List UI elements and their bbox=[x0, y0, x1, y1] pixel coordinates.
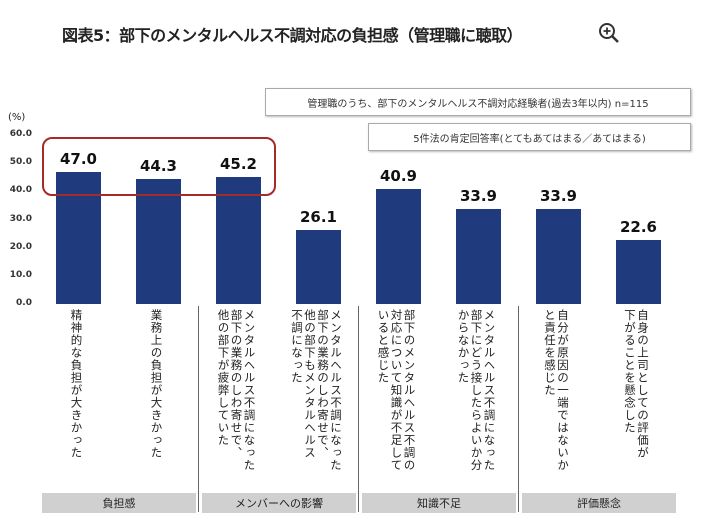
bar bbox=[56, 171, 101, 304]
category-label: メンタルヘルス不調になった 部下にどう接したらよいか分 からなかった bbox=[456, 309, 497, 472]
y-tick-label: 50.0 bbox=[9, 157, 32, 168]
y-tick-label: 10.0 bbox=[9, 269, 32, 280]
bar bbox=[296, 230, 341, 304]
bar bbox=[136, 179, 181, 304]
value-label: 22.6 bbox=[619, 218, 657, 237]
group-label: メンバーへの影響 bbox=[202, 493, 356, 513]
category-label: 自分が原因の一端ではないか と責任を感じた bbox=[543, 309, 570, 472]
value-label: 26.1 bbox=[299, 208, 337, 227]
y-tick-label: 0.0 bbox=[16, 298, 32, 308]
category-label: メンタルヘルス不調になった 部下の業務のしわ寄せで、 他の部下もメンタルヘルス … bbox=[290, 309, 343, 472]
y-tick-label: 20.0 bbox=[9, 241, 32, 252]
category-label: 精神的な負担が大きかった bbox=[69, 309, 84, 459]
bar bbox=[216, 176, 261, 304]
value-label: 44.3 bbox=[139, 157, 177, 176]
group-divider bbox=[358, 306, 359, 512]
measure-note: 5件法の肯定回答率(とてもあてはまる／あてはまる) bbox=[368, 123, 691, 151]
sample-note: 管理職のうち、部下のメンタルヘルス不調対応経験者(過去3年以内) n=115 bbox=[265, 88, 691, 116]
y-tick-label: 30.0 bbox=[9, 213, 32, 224]
bar bbox=[536, 208, 581, 304]
bar bbox=[456, 208, 501, 304]
bar bbox=[616, 240, 661, 304]
zoom-in-icon[interactable] bbox=[598, 22, 620, 44]
highlight-box bbox=[42, 137, 276, 196]
group-label: 評価懸念 bbox=[522, 493, 676, 513]
value-label: 47.0 bbox=[59, 149, 97, 168]
group-divider bbox=[518, 306, 519, 512]
group-label: 知識不足 bbox=[362, 493, 516, 513]
y-tick-label: 60.0 bbox=[9, 129, 32, 139]
chart-title: 図表5：部下のメンタルヘルス不調対応の負担感（管理職に聴取） bbox=[62, 26, 523, 45]
value-label: 40.9 bbox=[379, 166, 417, 185]
group-label: 負担感 bbox=[42, 493, 196, 513]
category-label: 自身の上司としての評価が 下がることを懸念した bbox=[623, 309, 650, 459]
category-label: メンタルヘルス不調になった 部下の業務のしわ寄せで、 他の部下が疲弊していた bbox=[216, 309, 257, 472]
category-label: 業務上の負担が大きかった bbox=[149, 309, 164, 459]
y-axis-unit: (%) bbox=[8, 112, 26, 123]
value-label: 33.9 bbox=[539, 186, 577, 205]
category-label: 部下のメンタルヘルス不調の 対応について知識が不足して いると感じた bbox=[376, 309, 417, 472]
value-label: 33.9 bbox=[459, 186, 497, 205]
y-tick-label: 40.0 bbox=[9, 185, 32, 196]
value-label: 45.2 bbox=[219, 154, 257, 173]
group-divider bbox=[198, 306, 199, 512]
bar bbox=[376, 188, 421, 304]
